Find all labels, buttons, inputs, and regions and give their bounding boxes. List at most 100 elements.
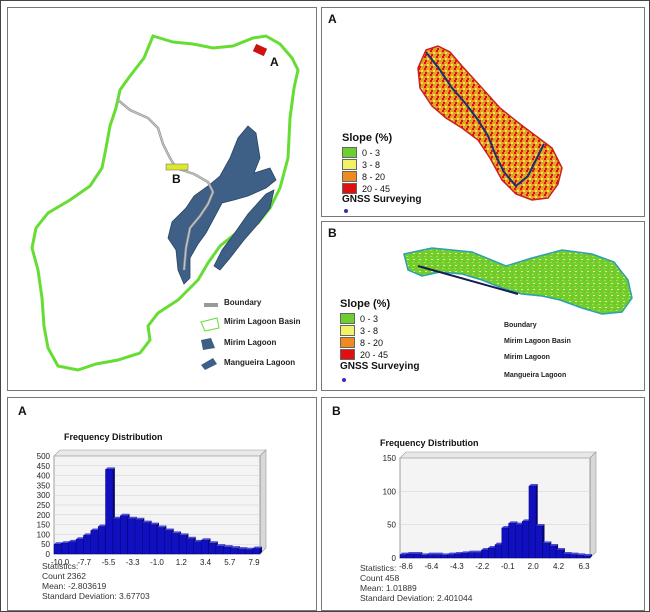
bar-top [149, 522, 159, 525]
x-tick-label: 4.2 [553, 562, 565, 571]
stats-count: Count 458 [360, 573, 400, 583]
bar-top [186, 536, 196, 539]
histogram-bar [583, 555, 591, 559]
x-tick-label: 6.3 [578, 562, 590, 571]
map-b-panel: B Slope (%) 0 - 3 3 - 8 8 - 20 20 - 45 G… [321, 221, 645, 391]
histogram-bar [576, 555, 584, 559]
map-b-legend-0: 0 - 3 [340, 313, 378, 324]
mangueira-lagoon-shape [213, 189, 275, 271]
x-tick-label: -6.4 [425, 562, 439, 571]
map-a-canvas [417, 45, 563, 201]
swatch-green [342, 147, 357, 158]
histogram-bar [460, 553, 469, 559]
x-tick-label: -1.0 [150, 558, 164, 567]
plot-top-face [53, 449, 267, 457]
legend-boundary-label: Boundary [224, 298, 262, 307]
histogram-bar [208, 543, 217, 555]
histogram-bar [230, 547, 239, 555]
histogram-a-title: Frequency Distribution [64, 432, 163, 442]
x-tick-label: -2.2 [475, 562, 489, 571]
bar-top [245, 547, 255, 550]
bar-top [583, 554, 592, 556]
histogram-bar [528, 485, 536, 559]
legend-basin-label: Mirim Lagoon Basin [224, 317, 301, 326]
histogram-bar [494, 544, 502, 559]
bar-top [549, 544, 559, 546]
bar-top [223, 545, 233, 548]
stats-sd: Standard Deviation: 3.67703 [42, 591, 150, 601]
histogram-bar [447, 554, 455, 559]
legend-boundary: Boundary [224, 298, 261, 307]
swatch-yellow [340, 325, 355, 336]
swatch-yellow [342, 159, 357, 170]
histogram-bar [61, 543, 69, 555]
bar-top [208, 541, 218, 544]
class-label: 20 - 45 [362, 183, 391, 194]
bar-top [98, 524, 108, 527]
histogram-b-panel: B Frequency Distribution 0 50 100 150 -8.6 -6… [321, 397, 645, 611]
site-b-marker [165, 163, 189, 171]
map-a-legend-3: 20 - 45 [342, 183, 390, 194]
bar-top [535, 524, 545, 526]
stats-heading: Statistics: [42, 561, 79, 571]
x-tick-label: 3.4 [200, 558, 212, 567]
x-tick-label: -5.5 [102, 558, 116, 567]
histogram-bar [433, 554, 441, 559]
histogram-bar [252, 548, 261, 555]
x-tick-label: 7.9 [248, 558, 260, 567]
map-b-legend-title: Slope (%) [340, 298, 391, 310]
bar-top [215, 544, 226, 547]
map-a-label: A [328, 12, 337, 26]
site-b-label: B [172, 172, 181, 186]
bar-top [413, 552, 423, 554]
map-a-legend-0: 0 - 3 [342, 147, 380, 158]
swatch-green [340, 313, 355, 324]
y-tick-label: 200 [37, 511, 51, 520]
y-tick-label: 300 [37, 491, 51, 500]
main-map-canvas [30, 34, 300, 372]
site-b-transect [417, 265, 519, 295]
x-tick-label: -0.1 [501, 562, 515, 571]
bar-top [127, 516, 137, 519]
map-b-extra-legend-2: Mirim Lagoon [504, 354, 550, 361]
map-b-extra-legend-3: Mangueira Lagoon [504, 372, 567, 379]
map-b-extra-legend-1: Mirim Lagoon Basin [504, 338, 571, 345]
bar-top [201, 538, 211, 541]
stats-mean: Mean: 1.01889 [360, 583, 417, 593]
site-a-slope-map [417, 45, 563, 201]
histogram-bar [521, 521, 530, 559]
mirim-lagoon-shape [167, 125, 277, 285]
basin-outline-icon [200, 317, 220, 332]
map-b-legend-1: 3 - 8 [340, 325, 378, 336]
y-tick-label: 250 [37, 501, 51, 510]
bar-top [230, 546, 240, 549]
swatch-red [340, 349, 355, 360]
gnss-point-icon [342, 378, 346, 382]
bar-side [590, 554, 592, 558]
mirim-lagoon-basin-outline [30, 34, 300, 372]
histogram-bar [515, 524, 523, 559]
site-b-slope-map [403, 247, 633, 315]
bar-top [83, 533, 93, 536]
x-tick-label: -3.3 [126, 558, 140, 567]
bar-top [576, 553, 586, 556]
legend-basin: Mirim Lagoon Basin [224, 317, 300, 326]
x-tick-label: -10.0 [51, 558, 70, 567]
x-tick-label: -4.3 [450, 562, 464, 571]
histogram-bar [223, 546, 231, 555]
swatch-orange [342, 171, 357, 182]
histogram-bar [186, 538, 194, 555]
plot-top-face [399, 451, 597, 459]
histogram-bar [164, 530, 172, 555]
bar-top [61, 541, 71, 544]
lagoon-polygon-icon [201, 358, 217, 370]
histogram-bar [68, 541, 77, 555]
bar-top [142, 520, 152, 523]
bar-top [164, 528, 174, 531]
histogram-bar [149, 524, 158, 555]
histogram-bar [112, 518, 121, 555]
map-a-legend-1: 3 - 8 [342, 159, 380, 170]
map-a-panel: A Slope (%) 0 - 3 3 - 8 8 - 20 20 - 45 G… [321, 7, 645, 217]
